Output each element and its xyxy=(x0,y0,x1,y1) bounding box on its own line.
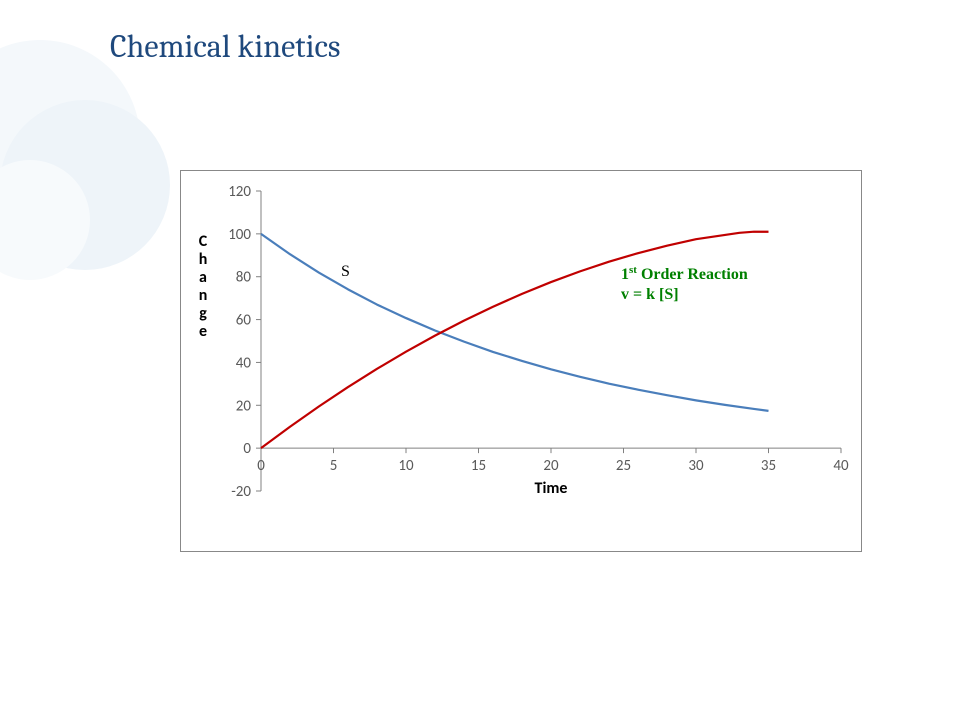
svg-text:a: a xyxy=(199,268,207,287)
svg-text:n: n xyxy=(199,286,208,305)
kinetics-chart: 0 5 10 15 20 25 30 35 40 Time -20 0 20 40 60 80 100 120 Ch… xyxy=(180,170,862,552)
background-circles xyxy=(0,40,200,300)
svg-text:40: 40 xyxy=(833,457,849,475)
svg-text:40: 40 xyxy=(236,354,252,372)
svg-text:e: e xyxy=(199,322,207,341)
svg-text:20: 20 xyxy=(236,397,252,415)
svg-text:S: S xyxy=(341,263,350,280)
svg-text:5: 5 xyxy=(330,457,338,475)
svg-text:30: 30 xyxy=(688,457,704,475)
svg-text:25: 25 xyxy=(616,457,631,475)
svg-text:1st Order Reaction: 1st Order Reaction xyxy=(621,264,748,283)
svg-text:Time: Time xyxy=(535,479,568,498)
svg-text:0: 0 xyxy=(243,440,251,458)
svg-text:60: 60 xyxy=(236,312,252,330)
svg-text:35: 35 xyxy=(761,457,776,475)
svg-text:80: 80 xyxy=(236,269,252,287)
svg-text:120: 120 xyxy=(228,183,251,201)
svg-text:C: C xyxy=(199,232,208,251)
svg-text:0: 0 xyxy=(257,457,265,475)
svg-text:15: 15 xyxy=(471,457,486,475)
svg-text:g: g xyxy=(199,304,207,323)
svg-text:-20: -20 xyxy=(231,483,251,501)
slide-title: Chemical kinetics xyxy=(110,28,340,65)
svg-text:100: 100 xyxy=(228,226,251,244)
svg-text:v = k [S]: v = k [S] xyxy=(621,286,679,303)
svg-text:20: 20 xyxy=(543,457,559,475)
svg-text:h: h xyxy=(199,250,208,269)
svg-text:10: 10 xyxy=(398,457,414,475)
